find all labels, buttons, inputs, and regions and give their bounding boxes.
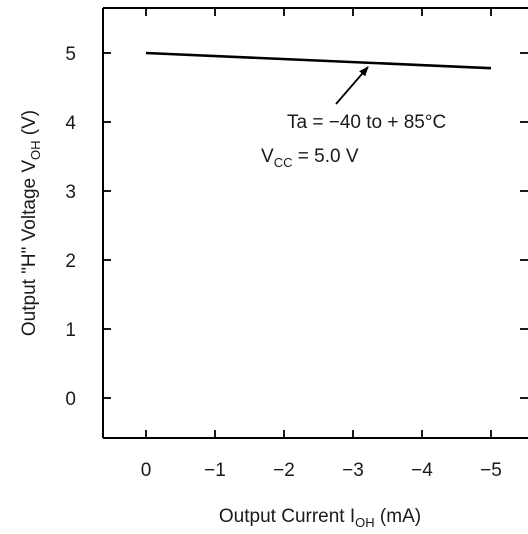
y-axis-title-main: Output "H" Voltage V [19, 160, 40, 336]
x-axis-title-main: Output Current I [219, 506, 355, 527]
y-tick-label-5: 5 [65, 44, 76, 65]
annotation-temperature: Ta = −40 to + 85°C [287, 112, 446, 133]
y-tick-label-4: 4 [65, 113, 76, 134]
plot-frame [102, 7, 528, 439]
y-tick-label-2: 2 [65, 251, 76, 272]
x-tick-label-3: −3 [342, 460, 364, 481]
annotation-vcc: VCC = 5.0 V [261, 146, 359, 170]
x-axis-title: Output Current IOH (mA) [219, 506, 421, 530]
series-group [145, 51, 492, 70]
y-tick-label-0: 0 [65, 389, 76, 410]
annotation-arrow [335, 66, 369, 105]
x-ticks: 0 −1 −2 −3 −4 −5 [141, 8, 502, 481]
x-tick-label-1: −1 [204, 460, 226, 481]
x-tick-label-2: −2 [273, 460, 295, 481]
series-line-0 [145, 51, 492, 70]
y-axis-title: Output "H" Voltage VOH (V) [19, 110, 43, 336]
y-axis-title-sub: OH [28, 140, 43, 160]
x-axis-title-sub: OH [355, 515, 375, 530]
annotation-vcc-sub: CC [274, 155, 293, 170]
x-tick-label-0: 0 [141, 460, 152, 481]
y-tick-label-3: 3 [65, 182, 76, 203]
annotation-vcc-main: V [261, 146, 274, 167]
x-tick-label-5: −5 [480, 460, 502, 481]
y-axis-title-unit: (V) [19, 110, 40, 141]
y-ticks: 0 1 2 3 4 5 [65, 44, 528, 410]
annotation-vcc-rest: = 5.0 V [292, 146, 358, 167]
x-tick-label-4: −4 [411, 460, 433, 481]
y-tick-label-1: 1 [65, 320, 76, 341]
x-axis-title-unit: (mA) [375, 506, 421, 527]
annotation: Ta = −40 to + 85°C VCC = 5.0 V [261, 66, 446, 170]
